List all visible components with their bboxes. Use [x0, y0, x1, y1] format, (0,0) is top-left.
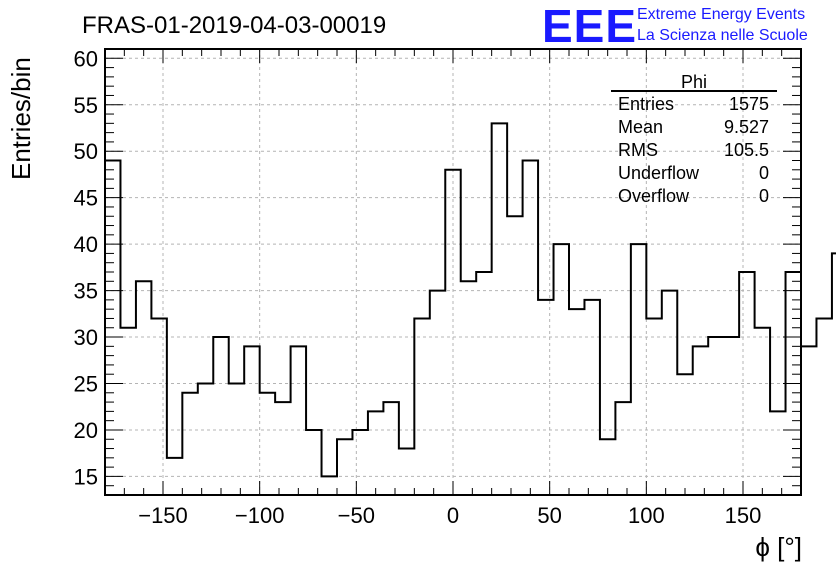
x-tick-label: −100 [235, 503, 285, 528]
stats-row-label: Mean [618, 117, 663, 137]
x-tick-label: 0 [447, 503, 459, 528]
y-tick-label: 60 [74, 46, 98, 71]
y-tick-label: 45 [74, 186, 98, 211]
stats-row-value: 9.527 [724, 117, 769, 137]
y-tick-label: 15 [74, 464, 98, 489]
x-tick-label: 50 [537, 503, 561, 528]
stats-row-value: 0 [759, 163, 769, 183]
stats-row-label: Underflow [618, 163, 700, 183]
stats-row-value: 0 [759, 186, 769, 206]
y-tick-label: 50 [74, 139, 98, 164]
y-axis-label: Entries/bin [6, 57, 36, 180]
x-tick-label: −50 [338, 503, 375, 528]
y-tick-label: 55 [74, 93, 98, 118]
stats-row-value: 1575 [729, 94, 769, 114]
y-tick-label: 35 [74, 279, 98, 304]
chart-title: FRAS-01-2019-04-03-00019 [82, 12, 386, 39]
y-tick-label: 20 [74, 418, 98, 443]
stats-box: Phi Entries 1575 Mean 9.527 RMS 105.5 Underflo… [611, 72, 777, 206]
logo-line-2: La Scienza nelle Scuole [637, 27, 808, 44]
x-tick-label: 100 [628, 503, 665, 528]
y-tick-labels: 15 20 25 30 35 40 45 50 55 60 [74, 46, 98, 489]
stats-row-value: 105.5 [724, 140, 769, 160]
histogram-series-line [105, 122, 836, 478]
x-tick-label: 150 [725, 503, 762, 528]
x-tick-labels: −150 −100 −50 0 50 100 150 [138, 503, 761, 528]
y-tick-label: 30 [74, 325, 98, 350]
stats-box-title: Phi [681, 72, 707, 92]
x-axis-label: ϕ [°] [755, 532, 802, 562]
logo-line-1: Extreme Energy Events [637, 6, 805, 23]
stats-row-label: RMS [618, 140, 658, 160]
axis-ticks [104, 48, 802, 495]
stats-row-label: Overflow [618, 186, 690, 206]
eee-logo: EEE [542, 0, 637, 52]
x-tick-label: −150 [138, 503, 188, 528]
y-tick-label: 40 [74, 232, 98, 257]
stats-row-label: Entries [618, 94, 674, 114]
y-tick-label: 25 [74, 372, 98, 397]
grid-lines [105, 49, 801, 495]
